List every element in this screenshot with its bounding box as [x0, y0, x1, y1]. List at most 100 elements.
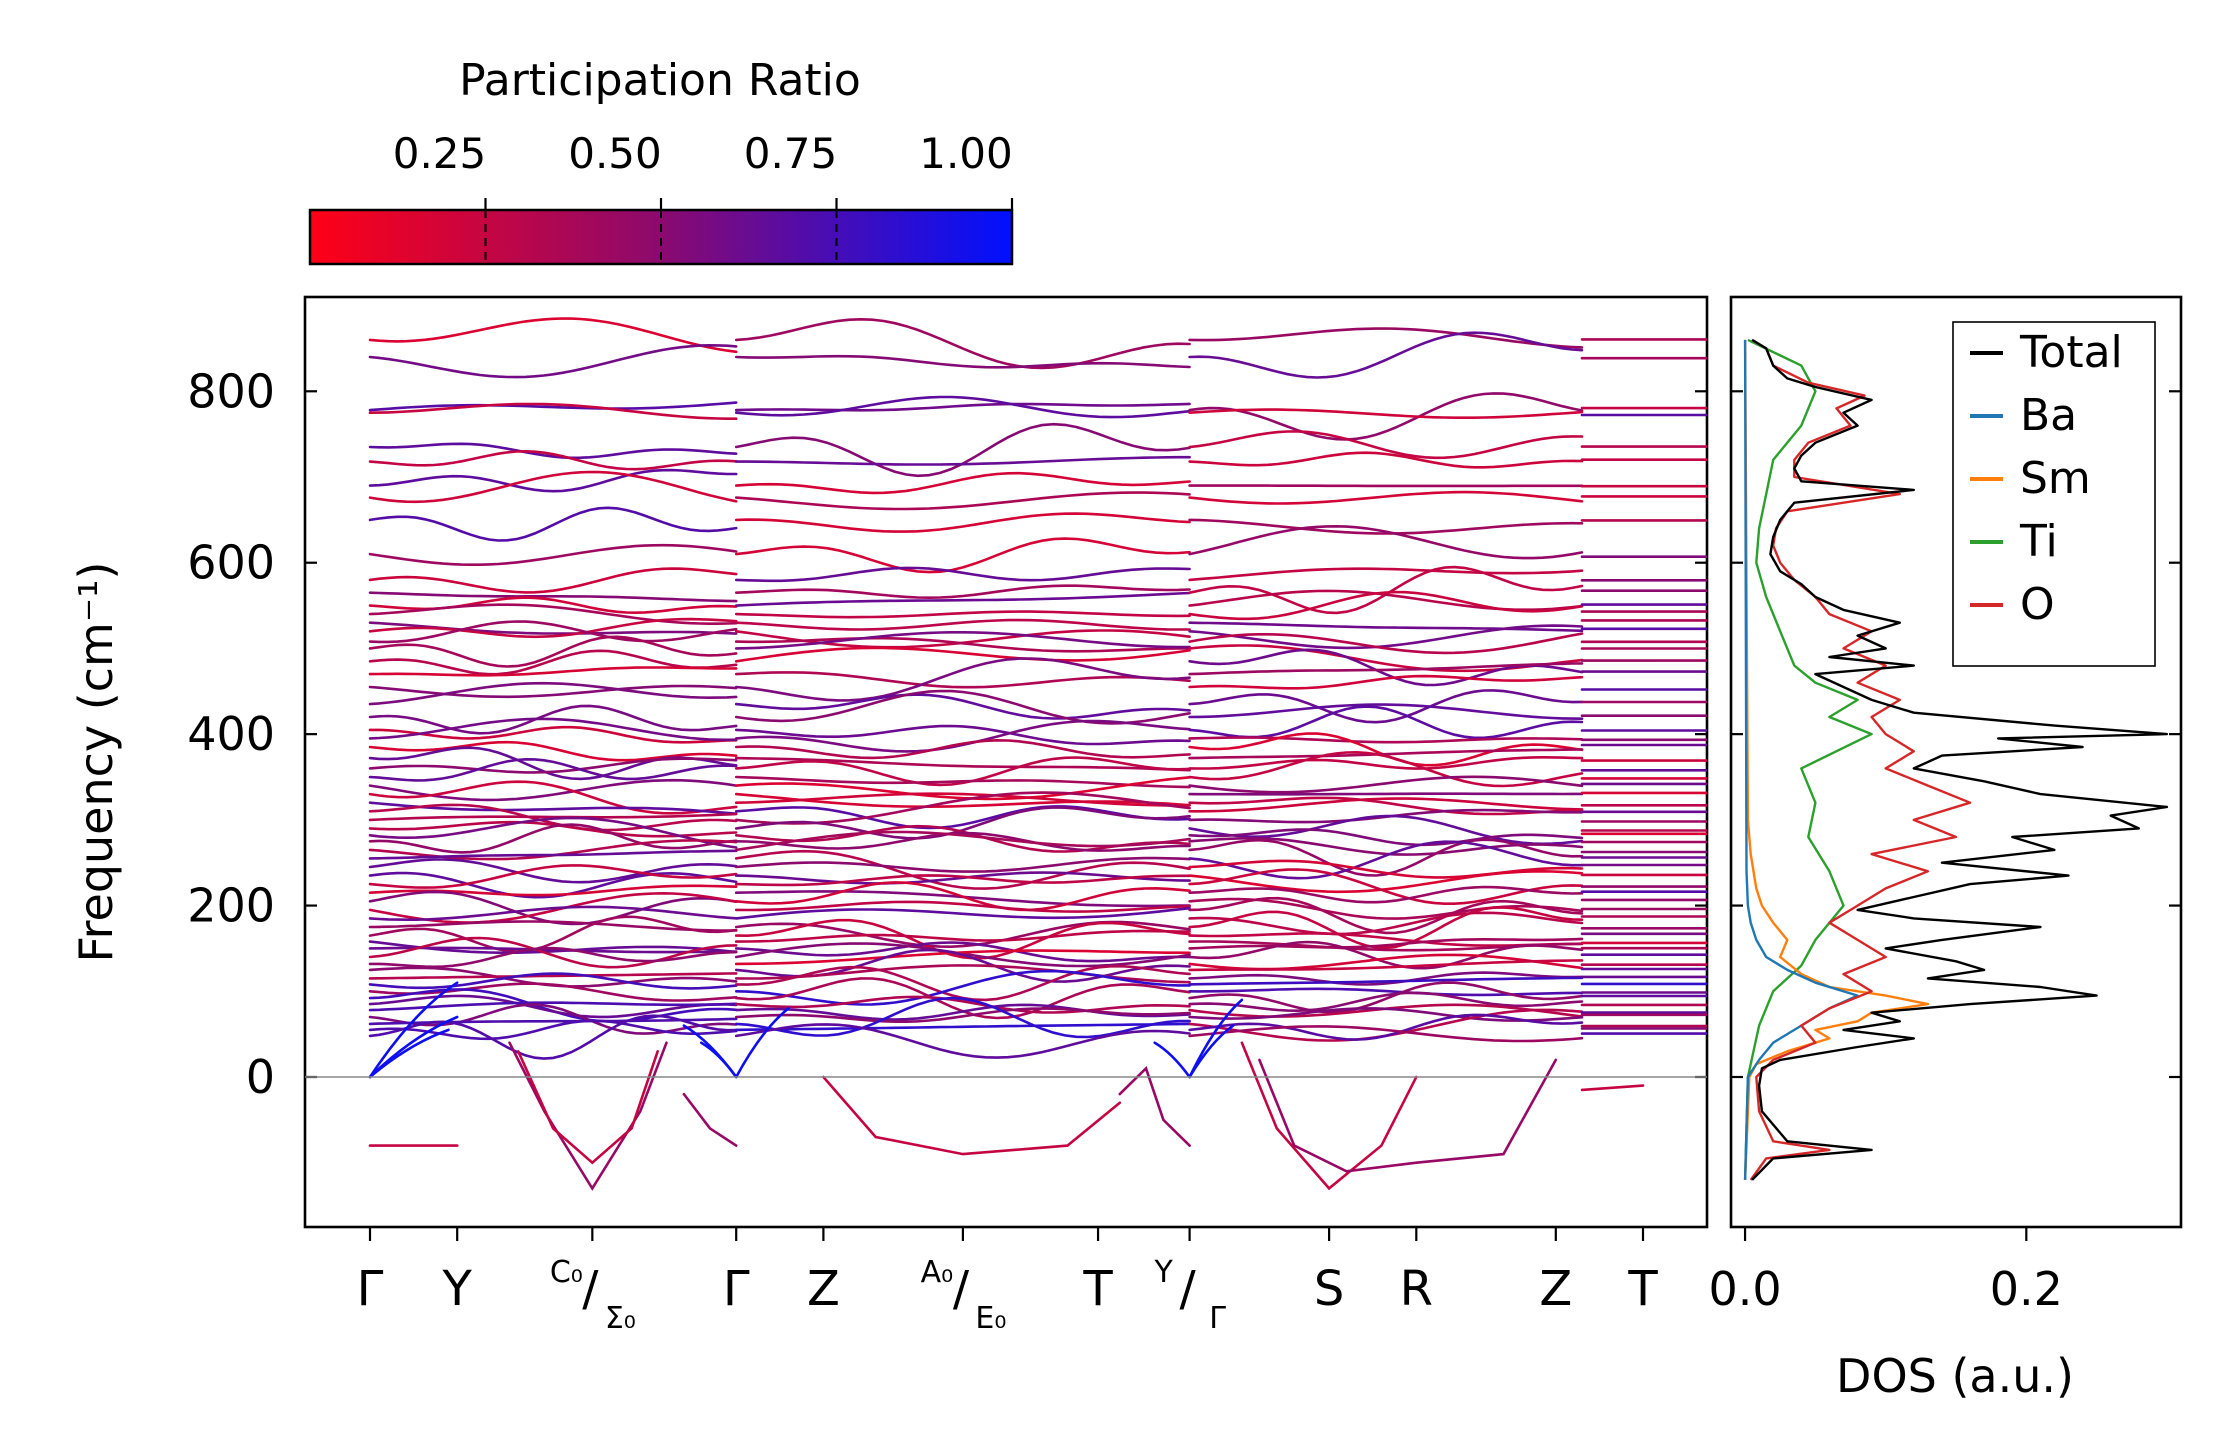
dos-panel: 0.0 0.2 DOS (a.u.) Total Ba Sm Ti O [1708, 295, 2183, 1403]
x-axis-label: DOS (a.u.) [1836, 1349, 2074, 1403]
k-point-label-top: Y [1153, 1255, 1173, 1290]
phonon-band [734, 1023, 1191, 1059]
phonon-band [368, 803, 738, 832]
phonon-band [368, 704, 738, 735]
phonon-band [734, 918, 1191, 960]
legend-box [1952, 321, 2156, 667]
phonon-band [368, 603, 738, 625]
colorbar-tick-label: 0.50 [568, 129, 662, 178]
soft-mode-branch [822, 1075, 1122, 1156]
phonon-band [734, 671, 1191, 689]
phonon-band [1188, 959, 1584, 972]
phonon-band [368, 780, 738, 815]
acoustic-branch [368, 981, 459, 1079]
k-point-label-bottom: Γ [1209, 1301, 1226, 1336]
phonon-band [734, 856, 1191, 873]
phonon-band [1188, 748, 1584, 760]
phonon-band [1188, 490, 1584, 505]
phonon-band [1188, 451, 1584, 469]
soft-mode-branch [1240, 1041, 1418, 1191]
phonon-band [1188, 750, 1584, 788]
phonon-band [368, 816, 738, 849]
phonon-band [1188, 518, 1584, 535]
acoustic-branch [368, 1028, 450, 1079]
dos-series-total [1751, 338, 2169, 1181]
phonon-band [1188, 971, 1584, 986]
phonon-band [368, 317, 738, 354]
phonon-band [368, 915, 738, 953]
phonon-band [734, 689, 1191, 725]
phonon-band [1188, 797, 1584, 813]
phonon-band [1188, 689, 1584, 724]
phonon-band [1188, 408, 1584, 419]
phonon-band [734, 792, 1191, 807]
phonon-band [368, 543, 738, 566]
phonon-band [368, 1019, 738, 1041]
phonon-band [368, 972, 738, 990]
phonon-bands [368, 317, 1707, 1191]
phonon-band [1188, 981, 1584, 1014]
k-point-label: Γ [357, 1261, 384, 1317]
phonon-band [734, 849, 1191, 890]
phonon-band [368, 468, 738, 493]
colorbar: Participation Ratio 0.25 0.50 0.75 1.00 [308, 55, 1014, 266]
k-point-label-top: A₀ [921, 1255, 954, 1290]
dos-x-tick-label: 0.2 [1990, 1262, 2063, 1316]
phonon-band [368, 982, 738, 1002]
k-point-label: Γ [723, 1261, 750, 1317]
legend-label: Total [2019, 327, 2123, 378]
y-tick-label: 600 [187, 536, 275, 590]
k-point-slash: / [582, 1261, 599, 1317]
k-point-label: T [1627, 1261, 1658, 1317]
phonon-band [734, 900, 1191, 913]
phonon-band [368, 864, 738, 889]
phonon-band [734, 775, 1191, 789]
phonon-band [734, 566, 1191, 583]
phonon-band [1188, 648, 1584, 687]
phonon-band [1188, 567, 1584, 582]
soft-mode-branch [516, 1050, 659, 1165]
phonon-band [734, 646, 1191, 663]
phonon-band [368, 449, 738, 471]
phonon-band [734, 969, 1191, 1006]
k-point-label: T [1082, 1261, 1113, 1317]
phonon-band [368, 684, 738, 699]
colorbar-title: Participation Ratio [459, 55, 861, 106]
soft-mode-branch [1118, 1066, 1191, 1147]
phonon-band [734, 618, 1191, 631]
legend-label: Ti [2019, 516, 2058, 567]
phonon-band [368, 946, 738, 969]
phonon-band [1188, 331, 1584, 379]
phonon-band [734, 584, 1191, 600]
phonon-band [734, 806, 1191, 840]
phonon-band [1188, 392, 1584, 441]
y-tick-label: 400 [187, 707, 275, 761]
phonon-band [1188, 621, 1584, 633]
y-tick-label: 800 [187, 364, 275, 418]
colorbar-tick-label: 0.75 [744, 129, 838, 178]
k-point-label-bottom: Σ₀ [605, 1301, 636, 1336]
phonon-band [368, 567, 738, 594]
k-point-slash: / [953, 1261, 970, 1317]
phonon-band [734, 831, 1191, 852]
phonon-band [368, 635, 738, 668]
legend-label: Ba [2020, 390, 2077, 441]
legend-label: O [2020, 579, 2055, 630]
phonon-band [368, 402, 738, 420]
phonon-band [734, 756, 1191, 787]
phonon-band [734, 756, 1191, 772]
phonon-band [734, 805, 1191, 830]
phonon-band [734, 471, 1191, 495]
phonon-band [734, 830, 1191, 852]
phonon-band [734, 317, 1191, 370]
k-point-label: R [1400, 1261, 1433, 1317]
phonon-band [1188, 775, 1584, 794]
phonon-band [734, 941, 1191, 963]
phonon-band [1188, 896, 1584, 935]
phonon-band [734, 874, 1191, 887]
phonon-band [734, 610, 1191, 619]
phonon-band [1188, 906, 1584, 950]
phonon-band [1188, 828, 1584, 847]
